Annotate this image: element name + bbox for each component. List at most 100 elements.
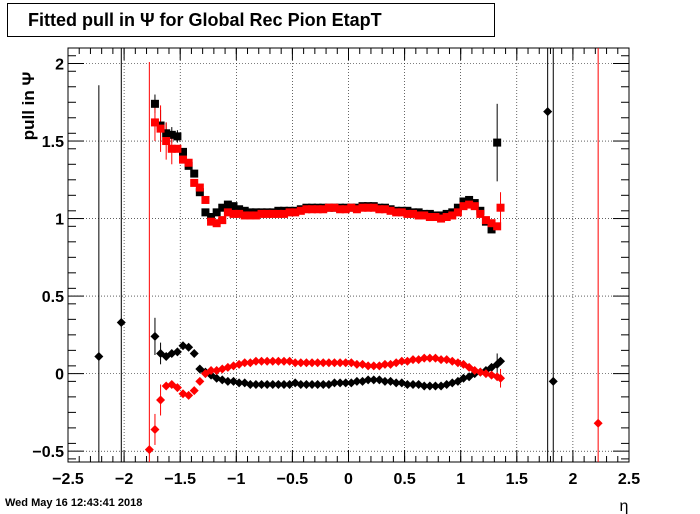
x-tick-label: 0.5: [393, 471, 415, 488]
data-point-diamond: [307, 358, 317, 368]
y-tick-label: 0.5: [42, 289, 64, 306]
data-point-square: [195, 183, 204, 192]
data-point-square: [167, 130, 176, 139]
data-point-diamond: [543, 107, 553, 117]
x-axis-label: η: [620, 498, 629, 514]
data-point-square: [201, 195, 210, 204]
data-point-diamond: [352, 376, 362, 386]
data-point-diamond: [257, 356, 267, 366]
x-tick-label: 2: [568, 471, 577, 488]
data-point-square: [212, 219, 221, 228]
data-point-diamond: [593, 418, 603, 428]
data-point-diamond: [156, 395, 166, 405]
data-point-square: [302, 205, 311, 214]
data-point-square: [296, 206, 305, 215]
data-point-square: [218, 216, 227, 225]
data-point-square: [341, 205, 350, 214]
data-point-square: [375, 205, 384, 214]
data-point-square: [465, 195, 474, 204]
data-point-diamond: [419, 381, 429, 391]
data-point-square: [437, 214, 446, 223]
axes: −2.5 −2 −1.5 −1 −0.5 0 0.5 1 1.5 2 2.5 −0.5 0 0.5 1 1.5…: [32, 48, 640, 488]
data-point-square: [167, 144, 176, 153]
data-point-square: [150, 118, 159, 127]
data-point-diamond: [94, 352, 104, 362]
data-point-diamond: [279, 379, 289, 389]
data-point-square: [319, 205, 328, 214]
x-tick-label: −0.5: [277, 471, 309, 488]
data-point-square: [207, 217, 216, 226]
data-point-square: [229, 202, 238, 211]
data-point-square: [240, 211, 249, 220]
data-point-diamond: [329, 378, 339, 388]
data-point-diamond: [245, 379, 255, 389]
data-point-diamond: [380, 359, 390, 369]
data-point-square: [207, 213, 216, 222]
data-point-diamond: [150, 424, 160, 434]
data-point-square: [496, 203, 505, 212]
x-tick-label: 2.5: [618, 471, 640, 488]
data-point-diamond: [206, 366, 216, 376]
data-point-diamond: [184, 342, 194, 352]
data-point-diamond: [548, 376, 558, 386]
data-point-square: [476, 209, 485, 218]
data-point-square: [274, 209, 283, 218]
data-point-diamond: [425, 353, 435, 363]
data-point-square: [403, 209, 412, 218]
data-point-diamond: [496, 373, 506, 383]
data-point-square: [218, 203, 227, 212]
data-point-square: [324, 203, 333, 212]
data-point-square: [201, 208, 210, 217]
data-point-square: [179, 155, 188, 164]
data-point-square: [487, 219, 496, 228]
data-point-square: [409, 209, 418, 218]
data-point-square: [442, 213, 451, 222]
data-point-square: [308, 205, 317, 214]
y-tick-label: 1: [55, 212, 64, 229]
data-point-square: [453, 208, 462, 217]
data-point-diamond: [144, 445, 154, 455]
data-point-square: [336, 205, 345, 214]
data-point-diamond: [313, 358, 323, 368]
data-point-square: [364, 203, 373, 212]
data-point-diamond: [262, 356, 272, 366]
data-point-diamond: [279, 356, 289, 366]
data-point-square: [392, 208, 401, 217]
data-point-diamond: [234, 378, 244, 388]
data-point-diamond: [341, 358, 351, 368]
data-point-diamond: [408, 379, 418, 389]
x-tick-label: −2: [115, 471, 133, 488]
data-point-diamond: [273, 356, 283, 366]
data-point-square: [162, 129, 171, 138]
data-point-diamond: [419, 353, 429, 363]
data-point-diamond: [116, 317, 126, 327]
data-point-square: [240, 206, 249, 215]
data-point-square: [212, 208, 221, 217]
data-point-diamond: [402, 379, 412, 389]
data-point-square: [268, 209, 277, 218]
x-tick-label: 1: [456, 471, 465, 488]
data-point-square: [184, 158, 193, 167]
data-point-diamond: [296, 379, 306, 389]
data-markers: [94, 99, 603, 455]
grid: [68, 48, 629, 462]
x-tick-label: 0: [344, 471, 353, 488]
data-point-diamond: [324, 358, 334, 368]
data-point-diamond: [318, 379, 328, 389]
data-point-diamond: [290, 358, 300, 368]
data-point-square: [481, 216, 490, 225]
data-point-square: [291, 208, 300, 217]
data-point-square: [246, 211, 255, 220]
data-point-diamond: [184, 390, 194, 400]
data-point-square: [229, 209, 238, 218]
data-point-square: [223, 200, 232, 209]
data-point-diamond: [189, 348, 199, 358]
data-point-square: [358, 203, 367, 212]
data-point-square: [347, 203, 356, 212]
y-tick-label: 2: [55, 57, 64, 74]
data-point-square: [257, 209, 266, 218]
data-point-diamond: [150, 331, 160, 341]
data-point-square: [431, 213, 440, 222]
data-point-diamond: [189, 386, 199, 396]
